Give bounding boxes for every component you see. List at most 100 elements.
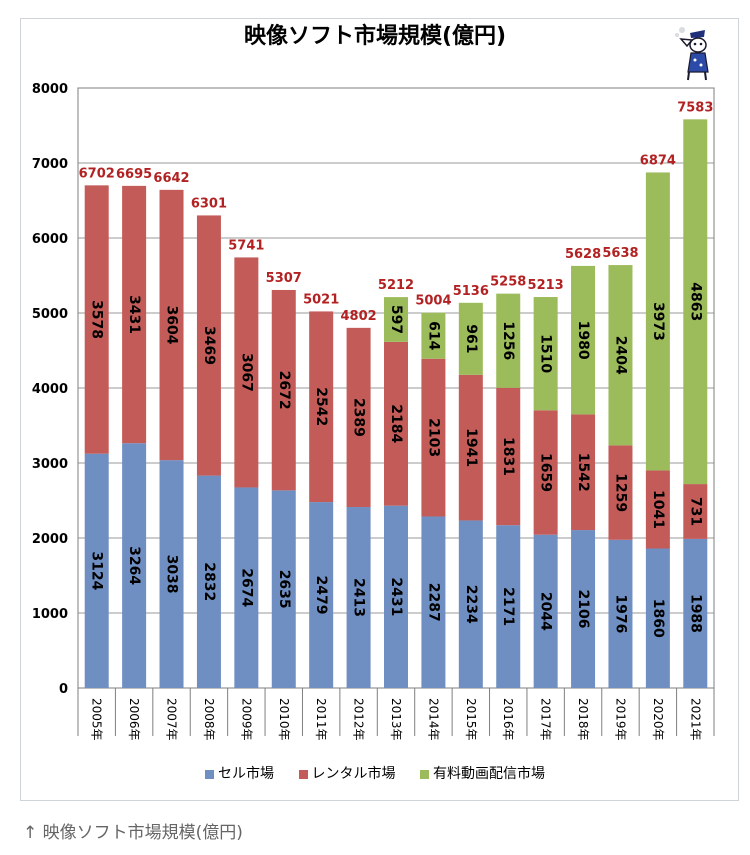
up-arrow-icon: ↑ (23, 823, 38, 843)
x-tick-label: 2019年 (613, 698, 627, 741)
bar-value-label: 2103 (425, 418, 441, 457)
bar-segment (645, 172, 670, 471)
bar-value-label: 2672 (276, 371, 292, 410)
x-tick-label: 2020年 (651, 698, 665, 741)
bar-value-label: 2431 (388, 577, 404, 616)
bar-segment (384, 505, 408, 688)
bar-segment (496, 387, 521, 526)
x-tick-label: 2008年 (202, 698, 216, 741)
bar-segment (196, 215, 221, 476)
bar-value-label: 3124 (89, 551, 105, 590)
legend-swatch-sell (205, 769, 215, 779)
bar-value-label: 1259 (612, 473, 628, 512)
bar-segment (234, 487, 259, 688)
bar-total-label: 6702 (79, 166, 115, 181)
bar-total-label: 5021 (303, 292, 339, 307)
bar-total-label: 5213 (528, 278, 564, 293)
bar-segment (571, 414, 596, 531)
y-tick-label: 3000 (32, 457, 68, 472)
bar-value-label: 1976 (612, 594, 628, 633)
bar-value-label: 597 (388, 305, 404, 334)
bar-value-label: 1256 (500, 321, 516, 360)
bar-value-label: 2413 (351, 578, 367, 617)
y-tick-label: 7000 (32, 157, 68, 172)
x-tick-label: 2018年 (576, 698, 590, 741)
bar-segment (309, 502, 334, 688)
x-tick-label: 2012年 (352, 698, 366, 741)
bar-value-label: 3067 (238, 353, 254, 392)
legend-label-rental: レンタル市場 (311, 766, 396, 782)
bar-value-label: 1980 (575, 321, 591, 360)
x-tick-label: 2010年 (277, 698, 291, 741)
bar-value-label: 2184 (388, 404, 404, 443)
bar-segment (122, 185, 147, 444)
bar-value-label: 614 (425, 321, 441, 350)
bar-segment (384, 341, 408, 506)
bar-value-label: 731 (687, 497, 703, 526)
bar-value-label: 1988 (687, 594, 703, 633)
x-tick-label: 2017年 (539, 698, 553, 741)
bar-segment (196, 475, 221, 688)
y-tick-label: 2000 (32, 532, 68, 547)
bar-segment (234, 257, 259, 488)
bar-segment (571, 265, 596, 415)
bar-value-label: 2404 (612, 336, 628, 375)
bar-total-label: 6695 (116, 167, 152, 182)
bar-segment (533, 534, 558, 688)
bar-total-label: 5136 (453, 284, 489, 299)
x-tick-label: 2007年 (165, 698, 179, 741)
bar-value-label: 2832 (201, 562, 217, 601)
bar-segment (421, 516, 446, 688)
chart-title: 映像ソフト市場規模(億円) (243, 24, 507, 49)
bar-segment (496, 525, 521, 688)
x-tick-label: 2009年 (239, 698, 253, 741)
bar-value-label: 1831 (500, 437, 516, 476)
bar-total-label: 5628 (565, 247, 601, 262)
bar-segment (458, 302, 483, 375)
bar-segment (608, 445, 633, 540)
legend-label-sell: セル市場 (218, 766, 275, 782)
bar-value-label: 2287 (425, 583, 441, 622)
bar-value-label: 1041 (650, 490, 666, 529)
bar-value-label: 2479 (313, 576, 329, 615)
legend-swatch-rental (298, 769, 308, 779)
bar-value-label: 2171 (500, 587, 516, 626)
legend-item-sell: セル市場 (205, 763, 274, 783)
bar-value-label: 4863 (687, 282, 703, 321)
bar-value-label: 2234 (463, 585, 479, 624)
mascot-icon (675, 27, 709, 81)
bar-value-label: 1542 (575, 453, 591, 492)
y-tick-label: 1000 (32, 607, 68, 622)
bar-segment (346, 507, 371, 688)
x-tick-label: 2005年 (90, 698, 104, 741)
bar-segment (384, 297, 408, 342)
bar-total-label: 5212 (378, 278, 414, 293)
bar-value-label: 2044 (538, 592, 554, 631)
bar-segment (683, 484, 708, 539)
bar-segment (159, 189, 184, 461)
bar-value-label: 2542 (313, 387, 329, 426)
y-tick-label: 6000 (32, 232, 68, 247)
legend-swatch-streaming (419, 769, 429, 779)
bar-value-label: 3604 (164, 306, 180, 345)
legend-label-streaming: 有料動画配信市場 (432, 766, 545, 782)
bar-total-label: 5004 (415, 294, 451, 309)
x-tick-label: 2014年 (426, 698, 440, 741)
bar-total-label: 4802 (340, 309, 376, 324)
bar-value-label: 1659 (538, 453, 554, 492)
x-tick-label: 2016年 (501, 698, 515, 741)
bar-segment (271, 289, 296, 491)
bar-segment (84, 185, 109, 454)
bar-segment (645, 548, 670, 688)
bar-segment (84, 453, 109, 688)
y-tick-label: 4000 (32, 382, 68, 397)
bar-segment (309, 311, 334, 503)
chart-legend: セル市場 レンタル市場 有料動画配信市場 (0, 763, 750, 783)
x-tick-label: 2013年 (389, 698, 403, 741)
x-tick-label: 2011年 (314, 698, 328, 741)
bar-segment (271, 490, 296, 688)
bar-value-label: 1941 (463, 428, 479, 467)
bar-segment (122, 443, 147, 688)
bar-segment (421, 358, 446, 517)
